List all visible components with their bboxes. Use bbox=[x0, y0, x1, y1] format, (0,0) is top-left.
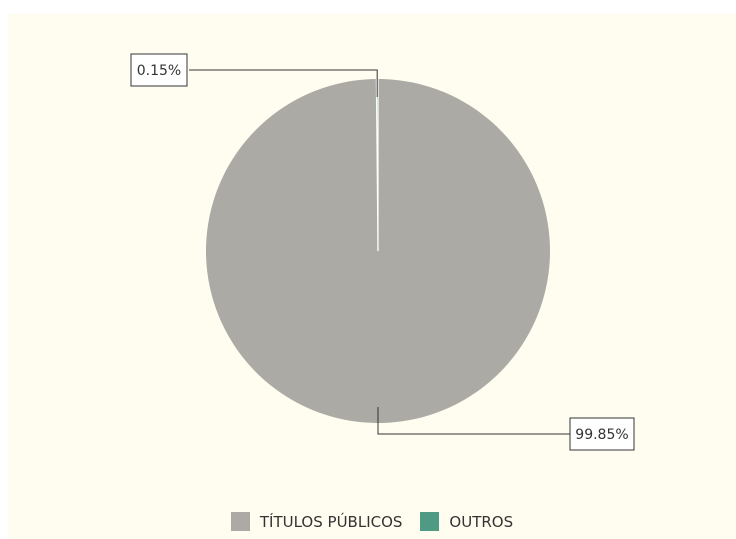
data-label-titulos-publicos-box bbox=[569, 417, 635, 451]
legend-label-titulos-publicos: TÍTULOS PÚBLICOS bbox=[259, 512, 403, 531]
data-label-outros-box bbox=[130, 53, 188, 87]
data-label-outros-leader-line bbox=[189, 69, 378, 98]
legend-swatch-titulos-publicos bbox=[230, 512, 250, 531]
pie-slices bbox=[205, 79, 550, 423]
data-label-titulos-publicos-leader-line bbox=[377, 407, 570, 435]
legend-label-outros: OUTROS bbox=[449, 512, 514, 531]
legend-item-titulos-publicos[interactable]: TÍTULOS PÚBLICOS bbox=[230, 512, 403, 531]
data-label-titulos-publicos-label: 99.85% bbox=[575, 427, 628, 443]
legend-swatch-outros bbox=[420, 512, 440, 531]
legend: TÍTULOS PÚBLICOS OUTROS bbox=[8, 512, 736, 531]
legend-item-outros[interactable]: OUTROS bbox=[420, 512, 513, 531]
pie-chart: 0.15% 99.85% bbox=[130, 53, 635, 451]
data-label-outros-label: 0.15% bbox=[137, 63, 181, 79]
chart-area: 0.15% 99.85% TÍTULOS PÚBLICOS OUTROS bbox=[8, 14, 736, 539]
pie-labels: 0.15% 99.85% bbox=[130, 53, 635, 451]
